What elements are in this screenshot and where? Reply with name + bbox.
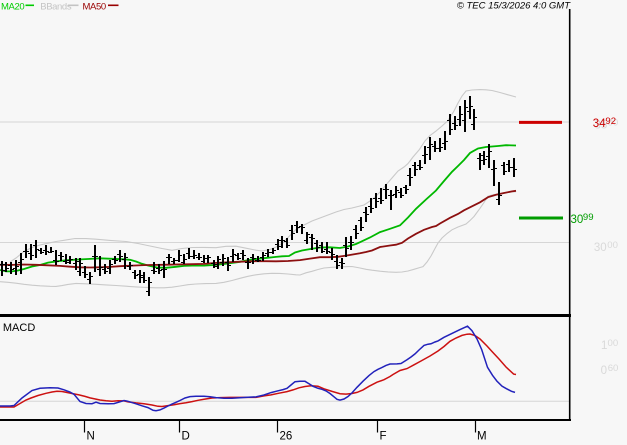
svg-text:92: 92	[605, 116, 616, 127]
svg-text:MACD: MACD	[3, 322, 35, 334]
svg-text:MA20: MA20	[1, 1, 24, 12]
svg-text:00: 00	[608, 338, 619, 349]
svg-text:99: 99	[583, 212, 594, 223]
svg-text:BBands: BBands	[40, 1, 72, 12]
svg-text:35: 35	[595, 120, 608, 132]
svg-text:D: D	[182, 431, 190, 441]
svg-text:MA50: MA50	[83, 1, 106, 12]
svg-text:N: N	[87, 431, 95, 441]
svg-text:00: 00	[607, 240, 618, 251]
svg-text:M: M	[477, 431, 487, 441]
svg-text:26: 26	[280, 431, 293, 441]
svg-text:30: 30	[571, 214, 584, 226]
svg-text:© TEC 15/3/2026 4:0 GMT: © TEC 15/3/2026 4:0 GMT	[457, 0, 571, 11]
svg-text:0: 0	[601, 365, 607, 377]
svg-text:F: F	[380, 431, 387, 441]
svg-text:00: 00	[608, 117, 619, 128]
svg-text:60: 60	[608, 363, 619, 374]
svg-text:30: 30	[594, 242, 607, 254]
svg-text:34: 34	[593, 118, 606, 130]
svg-text:1: 1	[601, 340, 607, 352]
